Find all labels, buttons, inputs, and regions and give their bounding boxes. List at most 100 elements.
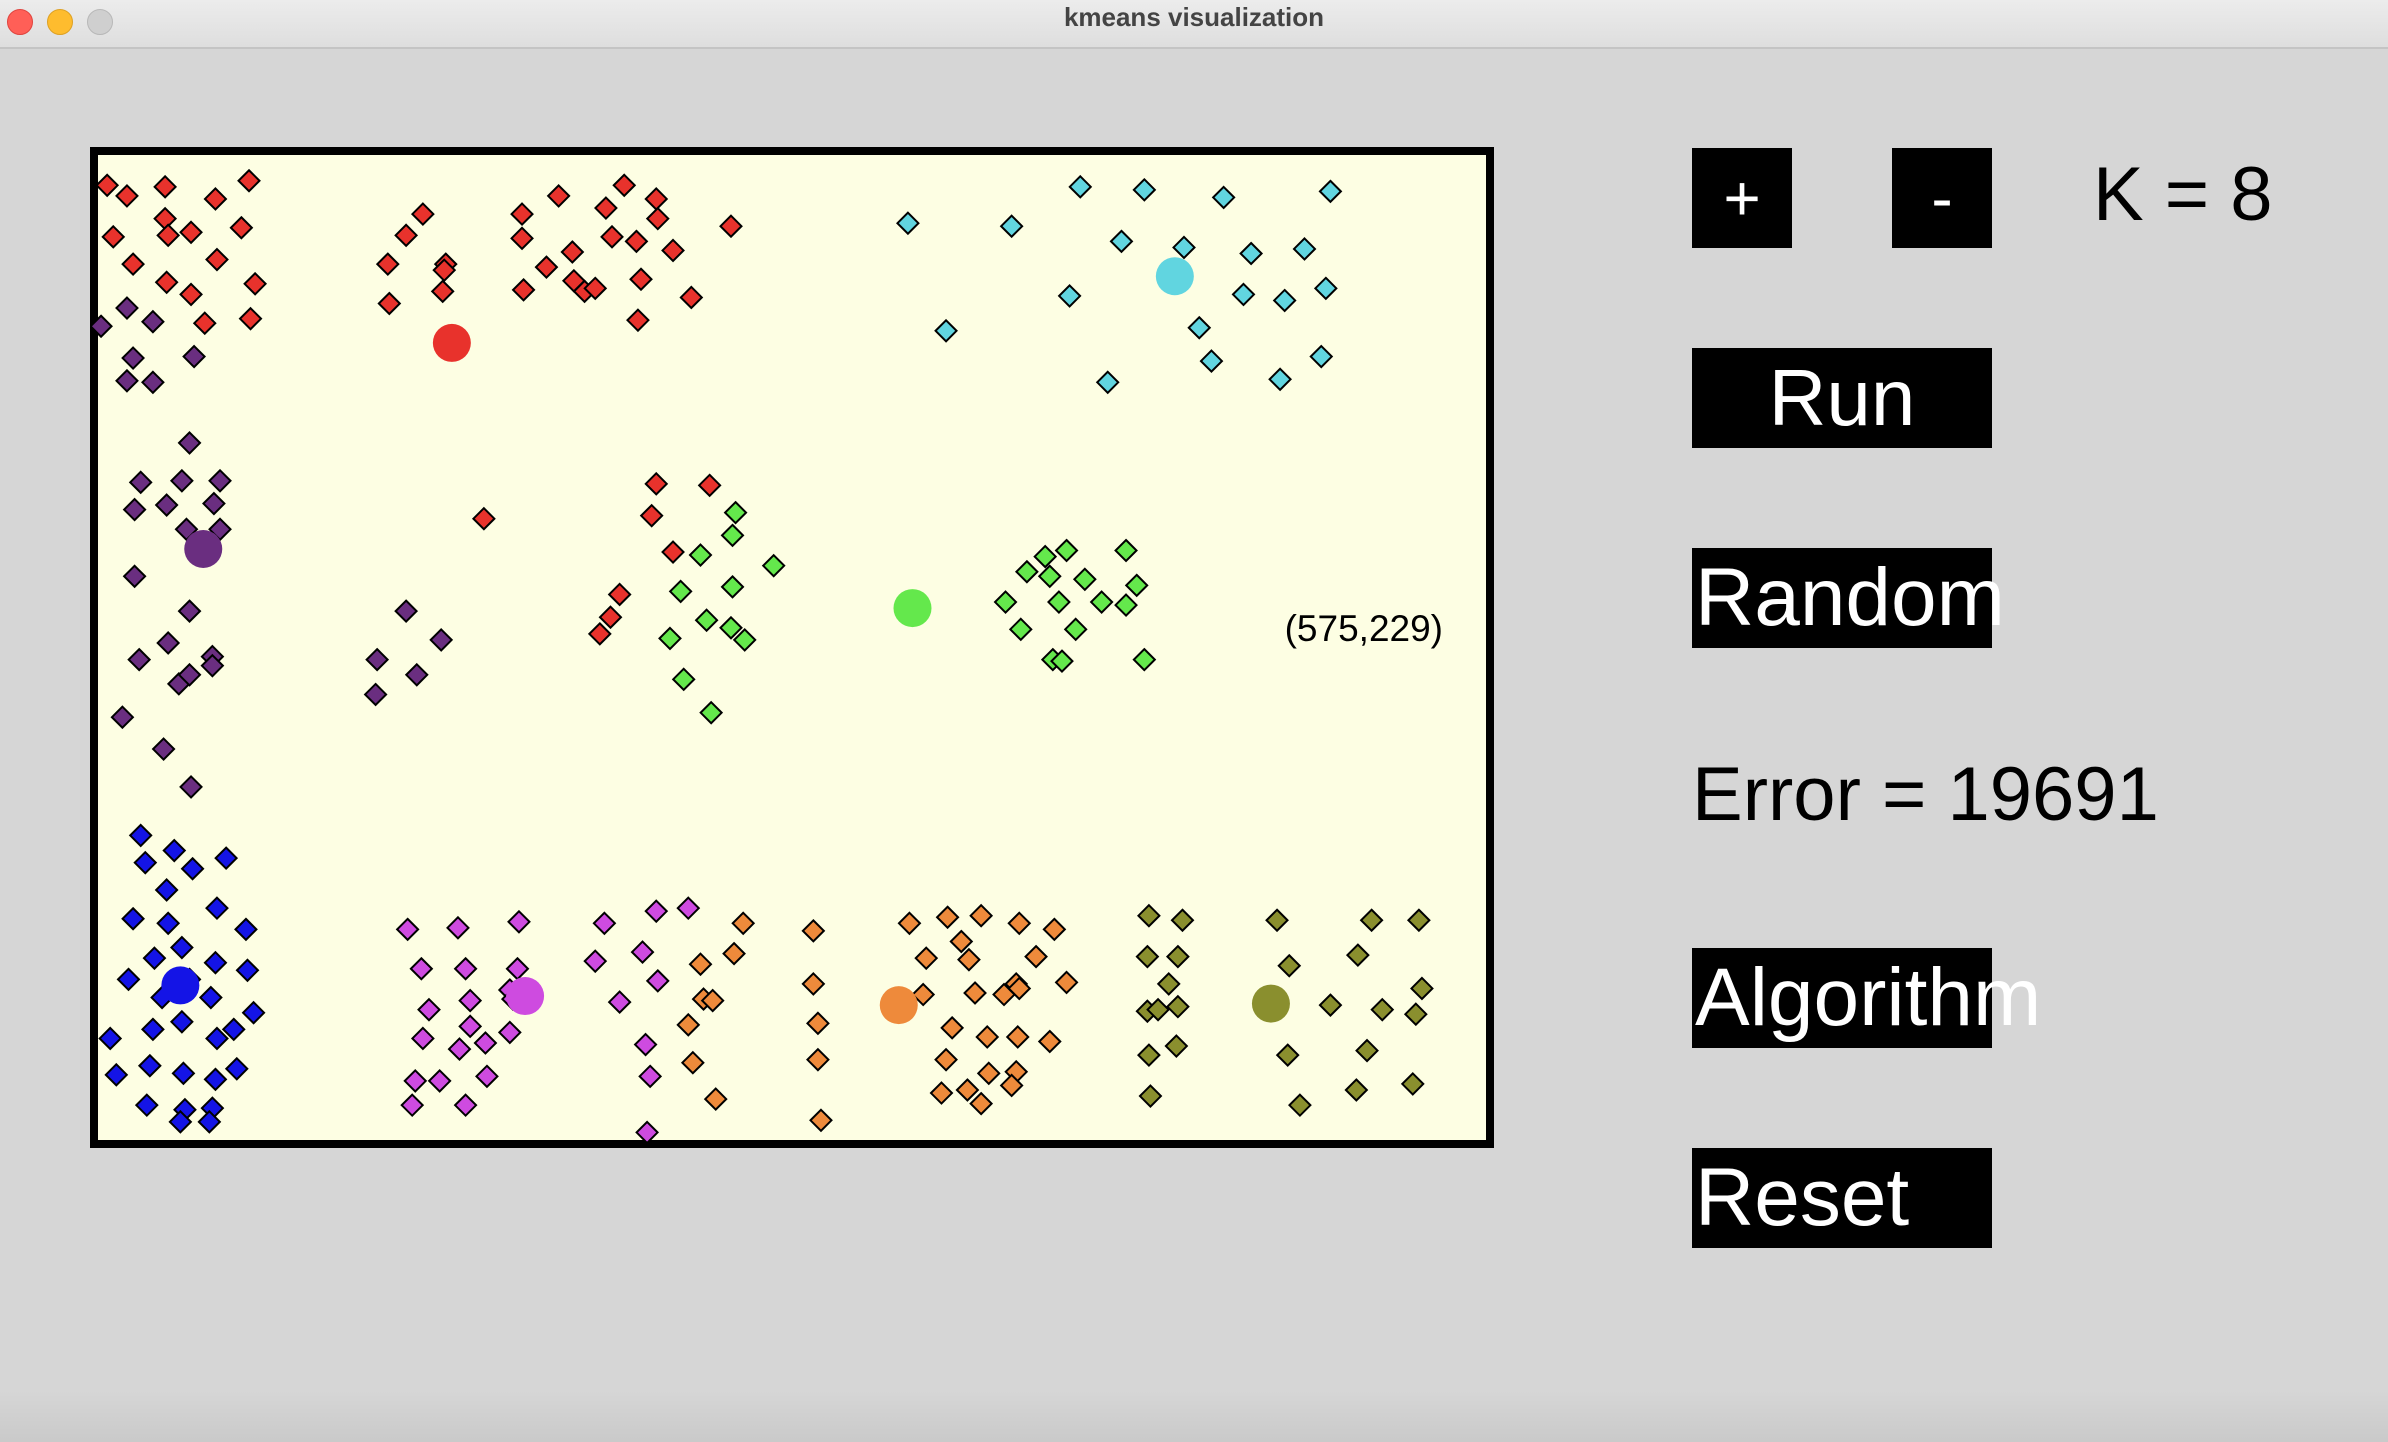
k-value-label: K = 8 bbox=[2093, 152, 2273, 237]
data-point bbox=[688, 952, 713, 977]
data-point bbox=[897, 911, 922, 936]
data-point bbox=[1007, 976, 1032, 1001]
data-point bbox=[697, 473, 722, 498]
plot-area[interactable] bbox=[90, 147, 1494, 1148]
data-point bbox=[458, 1014, 483, 1039]
data-point bbox=[229, 215, 254, 240]
decrease-k-label: - bbox=[1931, 162, 1953, 234]
algorithm-button[interactable]: Algorithm bbox=[1692, 948, 2041, 1048]
data-point bbox=[703, 1087, 728, 1111]
data-point bbox=[801, 918, 826, 943]
data-point bbox=[203, 1067, 228, 1092]
reset-button[interactable]: Reset bbox=[1692, 1148, 1992, 1248]
data-point bbox=[110, 705, 135, 730]
data-point bbox=[394, 599, 419, 624]
data-point bbox=[122, 564, 147, 589]
data-point bbox=[1156, 972, 1181, 996]
data-point bbox=[1309, 344, 1334, 369]
data-point bbox=[154, 270, 179, 295]
data-point bbox=[1277, 953, 1302, 978]
data-point bbox=[1063, 617, 1088, 642]
data-point bbox=[224, 1056, 249, 1081]
data-point bbox=[1137, 903, 1161, 928]
cluster-centroid bbox=[161, 966, 200, 1005]
data-point bbox=[122, 497, 147, 522]
data-point bbox=[458, 988, 483, 1013]
data-point bbox=[1054, 970, 1079, 995]
data-point bbox=[976, 1061, 1001, 1086]
data-point bbox=[471, 506, 496, 531]
data-point bbox=[128, 470, 153, 495]
data-point bbox=[699, 700, 724, 725]
data-point bbox=[809, 1108, 833, 1133]
decrease-k-button[interactable]: - bbox=[1892, 148, 1992, 248]
data-point bbox=[644, 471, 669, 496]
data-point bbox=[171, 1061, 196, 1086]
data-point bbox=[1344, 1078, 1369, 1102]
data-point bbox=[409, 956, 434, 981]
data-point bbox=[1132, 177, 1157, 202]
data-point bbox=[453, 956, 478, 981]
data-point bbox=[510, 226, 534, 251]
cluster-centroid bbox=[1155, 257, 1194, 296]
data-point bbox=[1172, 235, 1196, 260]
data-point bbox=[177, 662, 202, 687]
data-point bbox=[182, 344, 207, 369]
data-point bbox=[949, 929, 974, 954]
data-point bbox=[722, 941, 746, 966]
data-point bbox=[1037, 564, 1062, 589]
data-point bbox=[1275, 1043, 1300, 1068]
close-window-button[interactable] bbox=[7, 9, 33, 35]
data-point bbox=[115, 296, 139, 320]
data-point bbox=[638, 1064, 663, 1089]
increase-k-button[interactable]: + bbox=[1692, 148, 1792, 248]
data-point bbox=[1095, 370, 1120, 395]
data-point bbox=[955, 1078, 980, 1102]
random-button[interactable]: Random bbox=[1692, 548, 2005, 648]
data-point bbox=[732, 628, 757, 652]
data-point bbox=[911, 982, 936, 1007]
data-point bbox=[202, 491, 226, 516]
data-point bbox=[203, 950, 228, 975]
data-point bbox=[429, 628, 454, 652]
data-point bbox=[430, 279, 455, 304]
data-point bbox=[671, 667, 696, 692]
data-point bbox=[95, 173, 120, 198]
maximize-window-button[interactable] bbox=[87, 9, 113, 35]
data-point bbox=[1135, 944, 1160, 969]
data-point bbox=[1318, 179, 1343, 204]
data-point bbox=[546, 184, 571, 208]
data-point bbox=[607, 582, 632, 607]
data-point bbox=[1288, 1093, 1312, 1118]
data-point bbox=[179, 775, 203, 799]
data-point bbox=[168, 1109, 193, 1134]
data-point bbox=[598, 605, 623, 630]
data-point bbox=[1054, 538, 1079, 563]
data-point bbox=[403, 1068, 428, 1093]
data-point bbox=[934, 318, 958, 343]
data-point bbox=[612, 173, 637, 198]
data-point bbox=[179, 220, 203, 245]
data-point bbox=[154, 878, 179, 902]
minimize-window-button[interactable] bbox=[47, 9, 73, 35]
data-point bbox=[934, 1047, 958, 1072]
error-label: Error = 19691 bbox=[1692, 752, 2159, 837]
data-point bbox=[214, 846, 239, 871]
data-point bbox=[719, 214, 743, 239]
data-point bbox=[156, 631, 181, 655]
data-point bbox=[801, 972, 826, 996]
run-button[interactable]: Run bbox=[1692, 348, 1992, 448]
data-point bbox=[676, 896, 701, 921]
data-point bbox=[235, 958, 260, 983]
data-point bbox=[156, 223, 181, 248]
data-point bbox=[510, 202, 534, 227]
cluster-plot[interactable]: (575,229) bbox=[90, 147, 1494, 1148]
data-point bbox=[635, 1120, 660, 1145]
data-point bbox=[140, 309, 165, 334]
data-point bbox=[1050, 649, 1074, 674]
data-point bbox=[169, 1009, 194, 1034]
data-point bbox=[1114, 538, 1138, 563]
data-point bbox=[679, 285, 704, 310]
data-point bbox=[645, 968, 670, 993]
data-point bbox=[661, 238, 685, 263]
